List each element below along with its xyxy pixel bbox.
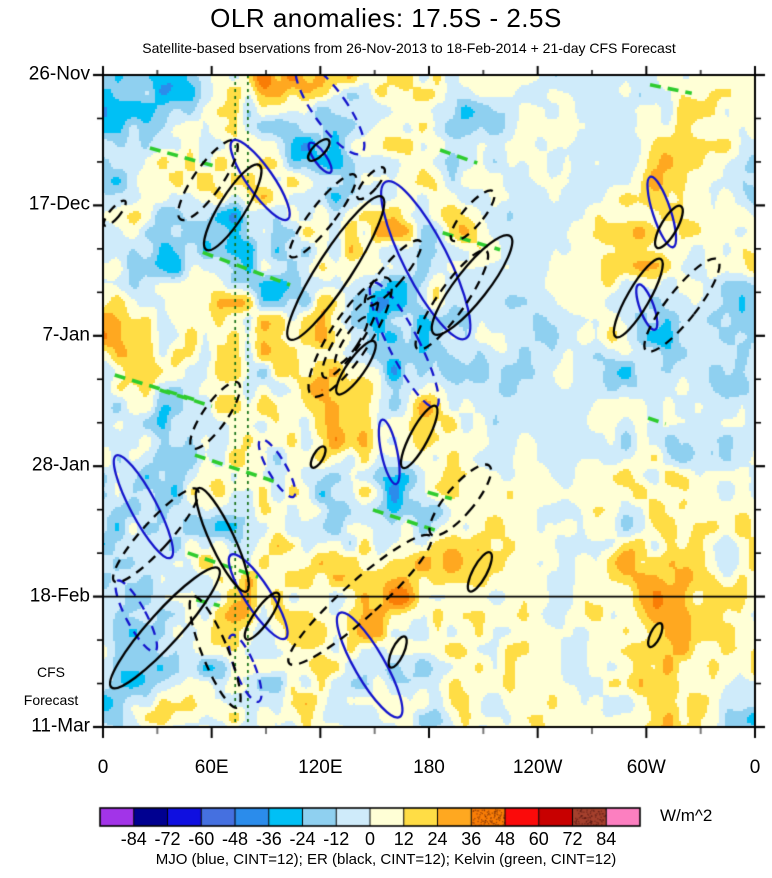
y-tick-label: 17-Dec [28,193,90,215]
plot-subtitle: Satellite-based bservations from 26-Nov-… [142,40,676,56]
colorbar-tick-label: 12 [393,829,414,849]
colorbar-tick-label: 36 [461,829,482,849]
colorbar-tick-label: -12 [323,829,350,849]
colorbar-tick-label: 60 [528,829,549,849]
colorbar-tick-label: -72 [154,829,181,849]
y-tick-label: 26-Nov [28,63,90,85]
colorbar-tick-label: 0 [364,829,376,849]
x-tick-label: 120W [512,757,563,778]
y-tick-label: 18-Feb [29,585,90,607]
x-tick-label: 60E [194,757,229,778]
colorbar-tick-label: -60 [188,829,215,849]
colorbar-tick-label: -36 [255,829,282,849]
x-tick-label: 180 [413,757,445,778]
colorbar-tick-label: -84 [120,829,147,849]
x-tick-label: 0 [749,757,761,778]
colorbar-tick-label: -48 [221,829,249,849]
cfs-forecast-label-line1: CFS [37,664,65,680]
cfs-forecast-label-line2: Forecast [23,692,79,708]
colorbar-tick-label: 24 [427,829,448,849]
colorbar-tick-label: 72 [562,829,583,849]
x-tick-label: 0 [97,757,109,778]
colorbar-tick-label: 48 [494,829,516,849]
y-tick-label: 7-Jan [42,324,90,346]
colorbar-tick-label: 84 [596,829,617,849]
contour-legend-caption: MJO (blue, CINT=12); ER (black, CINT=12)… [155,851,617,868]
y-tick-label: 11-Mar [31,715,90,737]
colorbar-tick-label: -24 [289,829,316,849]
colorbar-units-label: W/m^2 [660,806,713,825]
x-tick-label: 120E [298,757,343,778]
y-tick-label: 28-Jan [31,454,90,476]
page-title: OLR anomalies: 17.5S - 2.5S [210,3,562,33]
x-tick-label: 60W [626,757,666,778]
